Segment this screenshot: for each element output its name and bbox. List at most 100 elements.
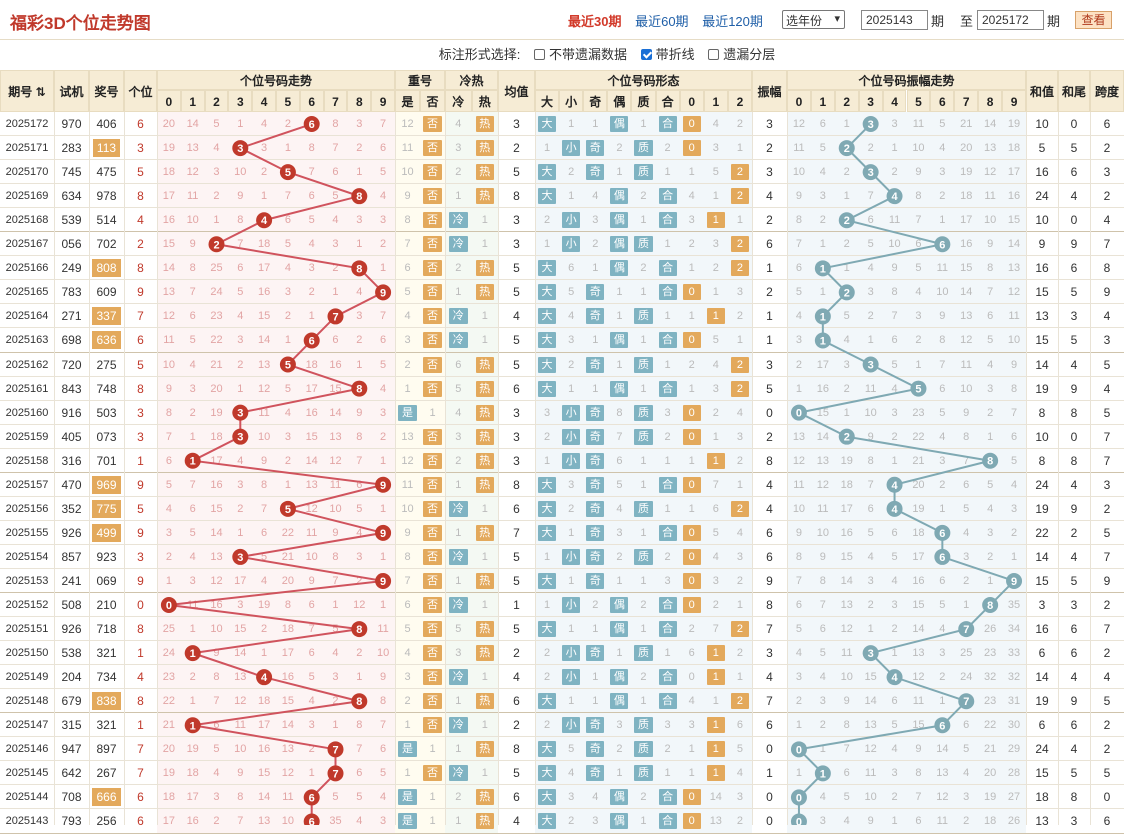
amp-miss-cell: 1 <box>819 238 826 251</box>
trend-miss-cell: 3 <box>356 550 363 563</box>
amp-miss-cell: 32 <box>984 671 997 684</box>
span-cell: 6 <box>1103 117 1111 131</box>
trend-miss-cell: 10 <box>210 623 223 636</box>
issue-cell: 2025146 <box>5 743 49 756</box>
row-divider <box>0 519 1124 521</box>
amp-miss-cell: 6 <box>891 526 898 539</box>
sum-cell: 16 <box>1035 165 1049 180</box>
span-cell: 4 <box>1103 670 1111 685</box>
to-issue-input[interactable]: 2025172 <box>977 10 1044 30</box>
mod3-tag: 0 <box>682 476 701 493</box>
amp-miss-cell: 2 <box>867 599 874 611</box>
amp-miss-cell: 6 <box>915 815 922 828</box>
year-select[interactable]: 选年份 <box>782 10 845 29</box>
form-miss: 2 <box>543 647 551 660</box>
option-no-missing-label[interactable]: 不带遗漏数据 <box>548 47 627 62</box>
sum-cell: 10 <box>1035 117 1049 131</box>
col-header-issue[interactable]: 期号 ⇅ <box>0 70 54 112</box>
repeat-no-tag: 否 <box>423 765 442 782</box>
sum-cell: 14 <box>1035 357 1049 372</box>
amp-digit-header: 5 <box>906 90 931 112</box>
form-tag: 大 <box>538 476 557 493</box>
col-header-prize: 奖号 <box>89 70 124 112</box>
amp-digit-header: 1 <box>810 90 835 112</box>
prize-number-cell: 503 <box>89 401 124 425</box>
unit-digit-cell: 6 <box>137 333 144 348</box>
amp-miss-cell: 9 <box>843 695 850 708</box>
amp-miss-cell: 15 <box>840 550 853 563</box>
form-miss: 1 <box>616 166 623 179</box>
form-tag: 大 <box>538 260 557 277</box>
amp-miss-cell: 1 <box>915 358 922 371</box>
trend-miss-cell: 1 <box>237 118 244 130</box>
form-miss: 6 <box>688 647 695 660</box>
amp-miss-cell: 2 <box>819 214 826 227</box>
form-miss: 5 <box>712 166 719 179</box>
trend-miss-cell: 4 <box>380 791 387 804</box>
form-miss: 1 <box>664 166 671 179</box>
checkbox-with-line[interactable] <box>640 49 652 60</box>
from-issue-input[interactable]: 2025143 <box>861 10 928 30</box>
prize-number: 514 <box>96 213 117 228</box>
issue-cell: 2025167 <box>5 238 49 251</box>
trend-miss-cell: 8 <box>356 430 363 443</box>
trend-miss-cell: 20 <box>162 743 176 756</box>
row-bg <box>535 785 752 810</box>
checkbox-no-missing[interactable] <box>533 49 545 60</box>
amp-miss-cell: 6 <box>963 719 970 732</box>
repeat-no-tag: 否 <box>423 236 442 253</box>
link-last-60[interactable]: 最近60期 <box>635 14 689 29</box>
trend-miss-cell: 4 <box>380 382 387 395</box>
trend-miss-cell: 5 <box>165 478 172 491</box>
trend-miss-cell: 16 <box>257 743 271 756</box>
link-last-30[interactable]: 最近30期 <box>568 14 622 29</box>
tail-cell: 0 <box>1070 213 1078 228</box>
form-tag: 奇 <box>586 164 605 181</box>
amp-miss-cell: 9 <box>867 815 874 828</box>
row-divider <box>0 616 1124 618</box>
trend-miss-cell: 4 <box>213 767 220 780</box>
hot-tag: 热 <box>475 813 494 830</box>
row-bg <box>535 617 752 642</box>
form-miss: 1 <box>568 526 575 539</box>
prize-number: 748 <box>96 381 117 396</box>
amp-miss-cell: 8 <box>843 719 850 732</box>
option-with-line-label[interactable]: 带折线 <box>655 47 695 62</box>
unit-digit-cell: 5 <box>137 165 144 180</box>
mod3-tag: 0 <box>682 140 701 157</box>
trend-miss-cell: 3 <box>237 599 244 611</box>
amp-miss-cell: 3 <box>867 574 874 587</box>
query-button[interactable]: 查看 <box>1075 11 1112 29</box>
repeat-no-tag: 否 <box>423 476 442 493</box>
amp-miss-cell: 4 <box>891 574 898 587</box>
form-tag: 合 <box>658 284 677 301</box>
prize-number-cell: 275 <box>89 353 124 377</box>
test-number-cell: 926 <box>61 525 82 540</box>
form-miss: 4 <box>592 190 599 203</box>
form-tag: 合 <box>658 260 677 277</box>
form-tag: 合 <box>658 188 677 205</box>
trend-miss-cell: 1 <box>237 382 244 395</box>
amp-miss-cell: 2 <box>891 166 898 179</box>
form-miss: 5 <box>712 334 719 347</box>
amp-digit-header: 2 <box>834 90 859 112</box>
trend-miss-cell: 21 <box>162 719 176 732</box>
repeat-no-tag: 否 <box>423 717 442 734</box>
amp-miss-cell: 2 <box>987 550 994 563</box>
form-tag: 小 <box>562 669 581 686</box>
checkbox-layer[interactable] <box>708 49 720 60</box>
amp-miss-cell: 8 <box>819 574 826 587</box>
link-last-120[interactable]: 最近120期 <box>702 14 763 29</box>
option-layer-label[interactable]: 遗漏分层 <box>723 47 776 62</box>
trend-miss-cell: 1 <box>261 647 268 660</box>
form-miss: 1 <box>664 454 671 467</box>
prize-number: 499 <box>92 523 121 542</box>
trend-miss-cell: 15 <box>329 382 342 395</box>
trend-digit-header: 0 <box>157 90 181 112</box>
amp-miss-cell: 15 <box>912 719 925 732</box>
amp-miss-cell: 4 <box>819 671 826 684</box>
trend-miss-cell: 13 <box>305 478 318 491</box>
row-divider <box>0 423 1124 425</box>
form-tag: 奇 <box>586 404 605 421</box>
amp-miss-cell: 10 <box>792 166 806 179</box>
